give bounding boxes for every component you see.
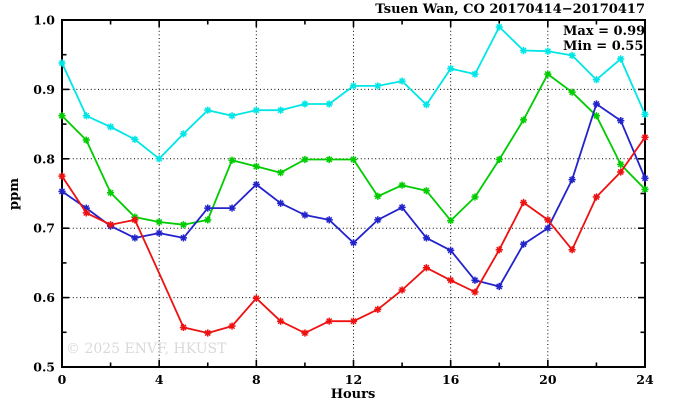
- y-tick-label: 0.8: [33, 151, 55, 166]
- series-markers-day-cyan: [58, 23, 649, 163]
- x-axis-label: Hours: [331, 387, 376, 402]
- x-tick-label: 8: [252, 372, 261, 387]
- x-tick-label: 16: [442, 372, 460, 387]
- y-tick-label: 1.0: [33, 13, 55, 28]
- x-tick-label: 24: [636, 372, 654, 387]
- watermark: © 2025 ENVF, HKUST: [66, 341, 227, 357]
- y-tick-label: 0.9: [33, 82, 55, 97]
- series-line-day-green: [61, 73, 646, 226]
- series-markers-day-green: [58, 70, 649, 229]
- x-tick-label: 4: [155, 372, 164, 387]
- chart-title: Tsuen Wan, CO 20170414−20170417: [375, 2, 645, 17]
- x-tick-label: 20: [539, 372, 557, 387]
- series-markers-day-red: [58, 133, 649, 337]
- y-axis-label: ppm: [7, 178, 22, 210]
- min-annotation: Min = 0.55: [563, 39, 643, 54]
- max-annotation: Max = 0.99: [563, 24, 645, 39]
- y-tick-label: 0.6: [33, 290, 55, 305]
- series-line-day-blue: [61, 103, 646, 288]
- x-tick-label: 0: [58, 372, 67, 387]
- x-tick-label: 12: [345, 372, 362, 387]
- y-tick-label: 0.7: [33, 221, 55, 236]
- y-tick-label: 0.5: [33, 360, 55, 375]
